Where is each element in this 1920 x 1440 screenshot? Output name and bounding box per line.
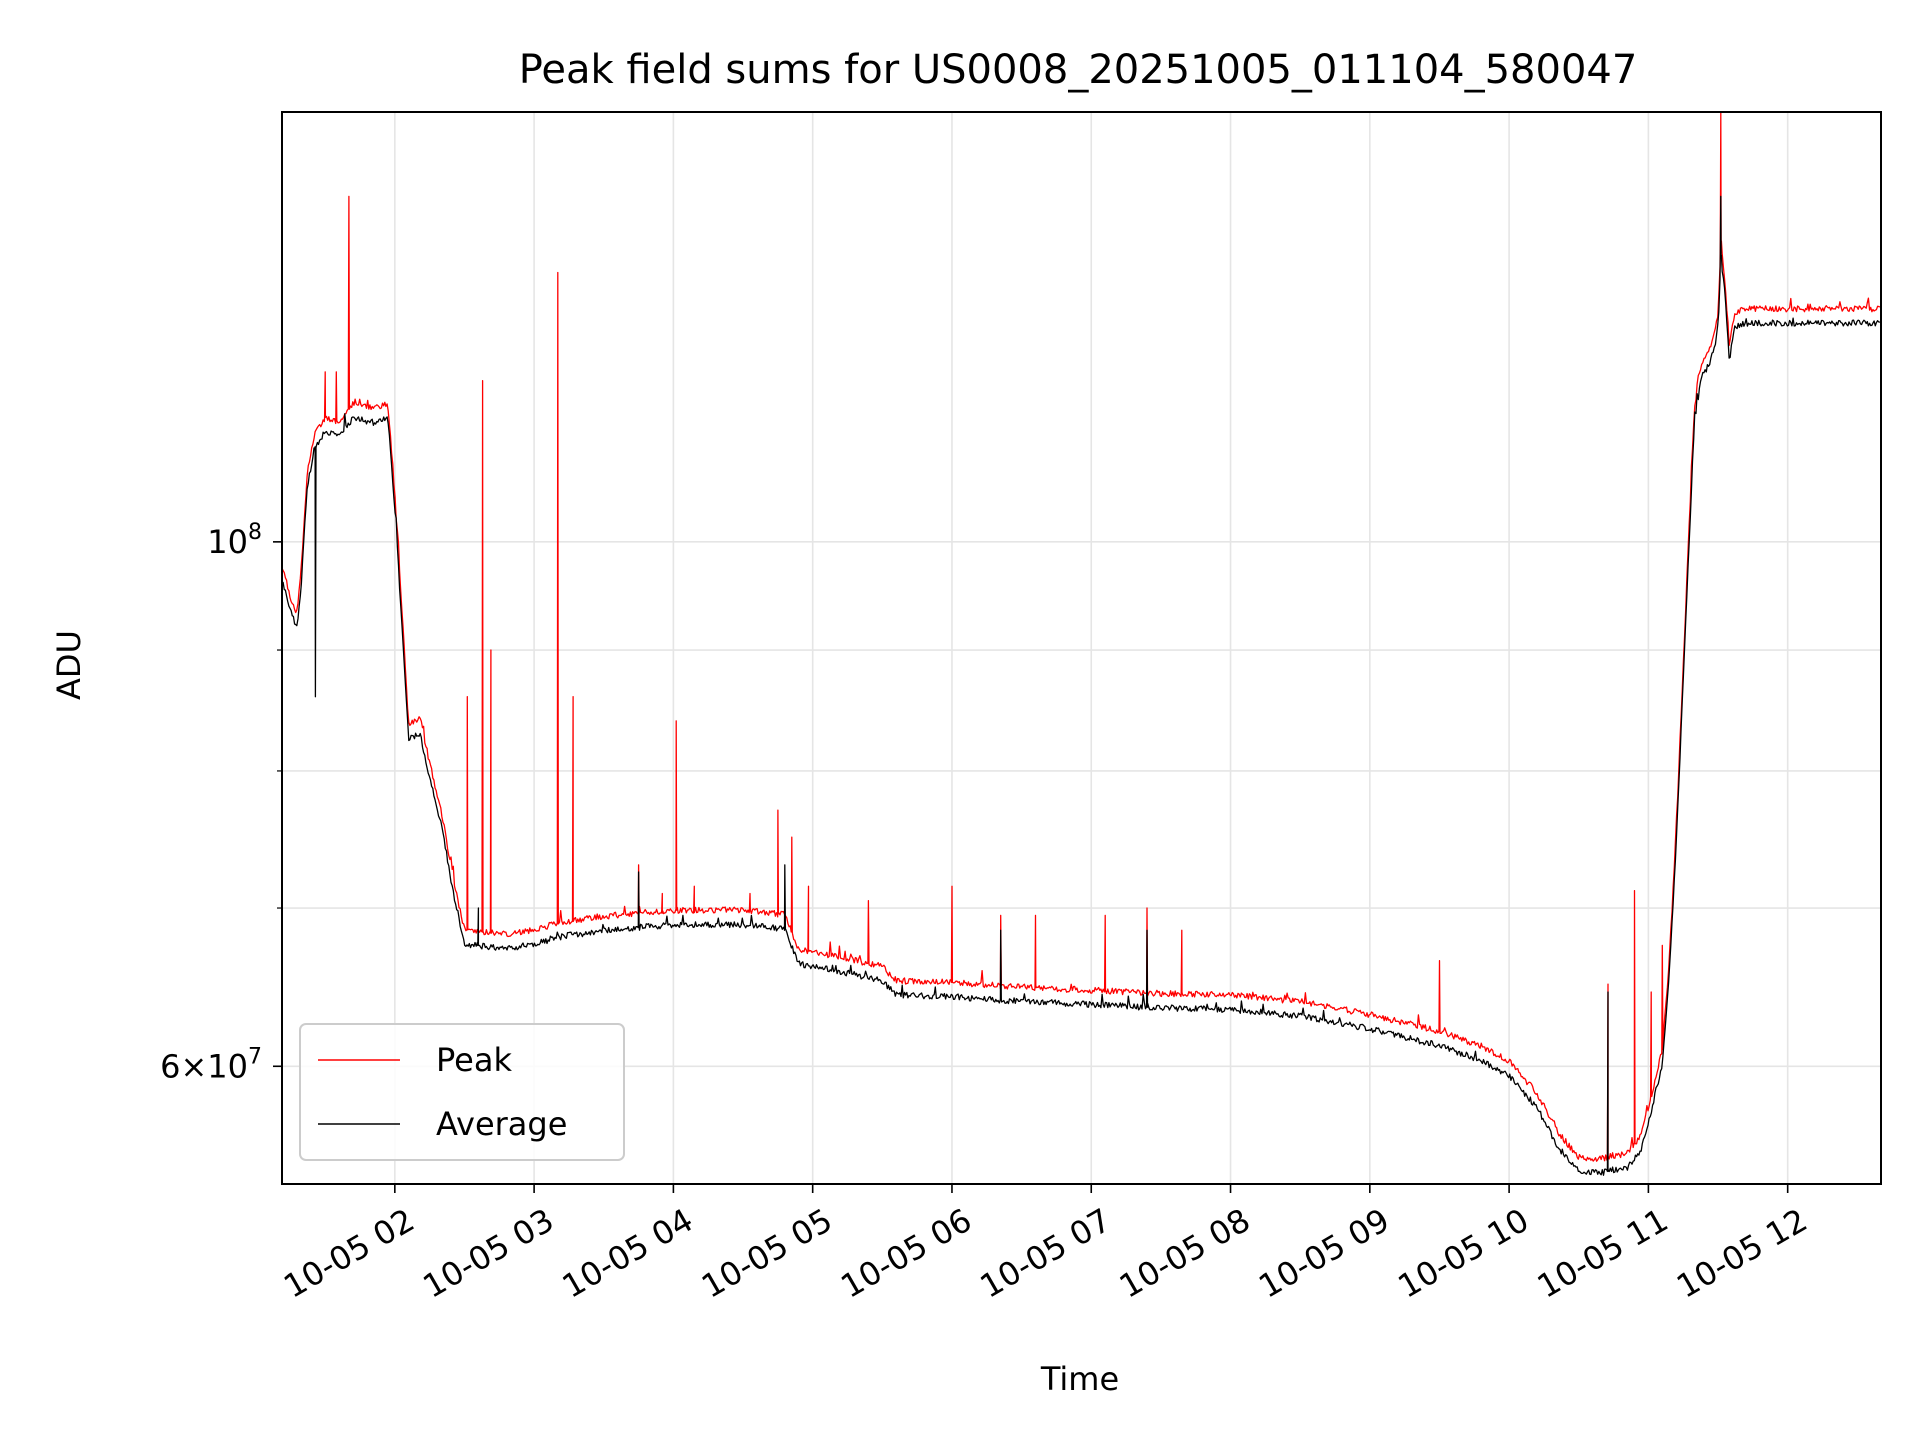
y-axis-label: ADU [50,630,88,700]
legend-box [299,1023,625,1161]
legend: Peak Average [299,1023,625,1161]
legend-peak-label: Peak [436,1041,512,1079]
chart-title: Peak field sums for US0008_20251005_0111… [519,47,1638,93]
y-tick-label: 6×107 [160,1044,262,1085]
series-line-peak [282,112,1881,1162]
series-lines [282,112,1881,1176]
legend-average-label: Average [436,1105,567,1143]
y-axis: 108 6×107 [160,520,282,1085]
x-axis-label: Time [1040,1360,1119,1398]
axes-frame [281,111,1882,1185]
y-tick-label: 108 [207,520,262,561]
series-line-average [282,195,1881,1176]
